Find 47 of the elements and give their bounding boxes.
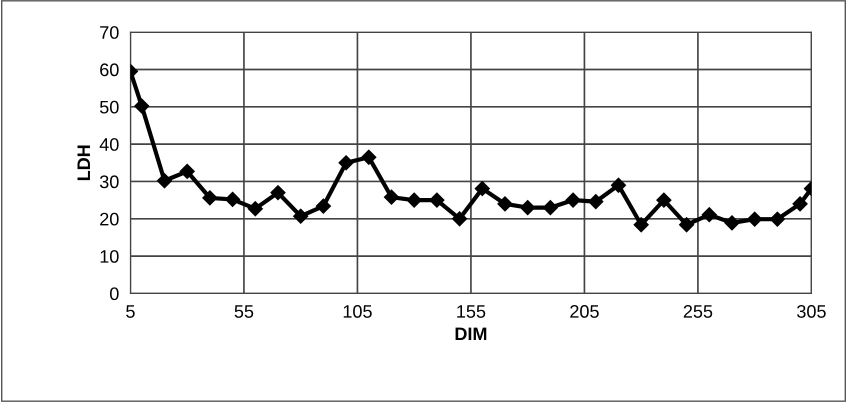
point [724, 215, 740, 230]
point [474, 180, 490, 196]
point [156, 173, 172, 188]
point [520, 200, 536, 216]
point [634, 217, 649, 232]
point [542, 200, 558, 216]
x-tick-label: 205 [570, 305, 599, 318]
y-tick-label: 70 [100, 26, 119, 39]
point [384, 190, 400, 205]
point [429, 192, 444, 208]
point [270, 185, 286, 200]
point [566, 192, 581, 208]
y-tick-label: 30 [100, 175, 119, 188]
point [702, 207, 717, 222]
point [361, 150, 376, 165]
point [293, 208, 308, 224]
y-tick-label: 60 [100, 63, 119, 76]
point [134, 98, 150, 114]
point [770, 212, 785, 227]
y-tick-label: 10 [100, 250, 119, 263]
x-tick-label: 5 [126, 305, 135, 318]
point [588, 194, 604, 210]
point [316, 198, 331, 214]
y-tick-label: 20 [100, 212, 119, 226]
x-tick-label: 155 [457, 305, 486, 318]
point [747, 212, 762, 227]
point [497, 196, 513, 212]
y-tick-label: 40 [100, 138, 119, 151]
x-tick-label: 55 [234, 305, 254, 318]
point [180, 164, 195, 179]
point [792, 196, 808, 212]
point [610, 178, 626, 193]
point [679, 217, 694, 232]
y-axis-title: LDH [78, 145, 90, 180]
point [338, 155, 354, 170]
point [248, 201, 263, 216]
point [656, 192, 672, 208]
point [202, 190, 218, 206]
x-tick-label: 255 [684, 305, 712, 318]
y-tick-label: 50 [100, 100, 119, 114]
point [452, 211, 468, 226]
x-tick-label: 305 [797, 305, 826, 318]
x-tick-label: 105 [344, 305, 372, 318]
point [406, 192, 422, 208]
y-tick-label: 0 [110, 287, 119, 300]
x-axis-title: DIM [456, 328, 486, 340]
point [225, 192, 240, 207]
